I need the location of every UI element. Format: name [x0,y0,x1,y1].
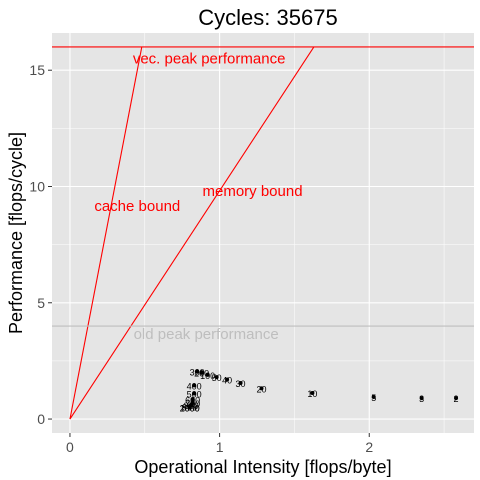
data-point-label: 2 [454,394,459,404]
plot-panel [52,33,474,433]
data-point-label: 100 [200,371,215,381]
data-point-label: 3 [419,394,424,404]
data-point-label: 20 [256,384,266,394]
x-tick-label: 1 [216,439,224,455]
annotation-label: cache bound [94,198,180,215]
data-point [192,391,197,396]
data-point [310,391,315,395]
y-tick-label: 5 [37,295,45,311]
data-point [205,372,210,377]
data-point-label: 5 [371,393,376,403]
annotation-label: old peak performance [134,326,279,343]
data-point-label: 600 [185,395,200,405]
data-point-label: 30 [236,379,246,389]
data-point-label: 300 [190,367,205,377]
data-point-label: 2000 [180,403,200,413]
chart-title: Cycles: 35675 [198,5,337,30]
y-tick-label: 0 [37,411,45,427]
data-point-label: 50 [212,373,222,383]
y-tick-label: 15 [29,62,45,78]
data-point [187,405,192,410]
annotation-label: vec. peak performance [133,50,286,67]
data-point-label: 500 [187,389,202,399]
x-tick-label: 0 [66,439,74,455]
data-point [199,370,204,375]
data-points: 2351020304050100200300400500600700800900… [180,367,459,413]
data-point [371,394,376,399]
data-point-label: 40 [222,376,232,386]
line-memory-bound [69,46,315,420]
data-point-label: 400 [187,381,202,391]
data-point [195,369,200,374]
data-point [454,396,459,401]
grid-major [52,33,474,433]
data-point [238,381,243,385]
x-tick-label: 2 [365,439,373,455]
data-point [190,397,195,402]
data-point [259,386,264,391]
data-point [192,383,197,388]
x-axis-label: Operational Intensity [flops/byte] [134,457,391,477]
data-point-label: 200 [194,369,209,379]
roofline-annotations: vec. peak performance cache bound memory b… [94,50,302,343]
line-cache-bound [69,46,143,420]
annotation-label: memory bound [202,183,302,200]
data-point [419,396,424,401]
data-point-label: 10 [307,389,317,399]
data-point [225,377,230,382]
data-point [214,375,219,380]
roofline-lines [52,46,474,420]
y-tick-label: 10 [29,178,45,194]
grid-minor [52,33,474,433]
y-axis-label: Performance [flops/cycle] [6,132,26,334]
